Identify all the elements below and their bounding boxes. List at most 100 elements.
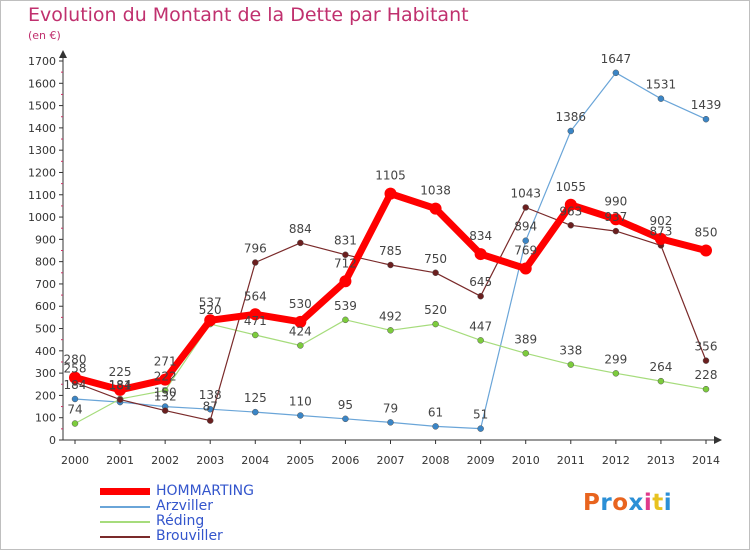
data-point-hommarting xyxy=(474,248,487,261)
data-point-brouviller xyxy=(567,222,575,229)
data-label-arzviller: 51 xyxy=(473,408,488,422)
x-axis-arrow xyxy=(714,436,722,444)
data-label-hommarting: 280 xyxy=(64,353,87,367)
data-point-brouviller xyxy=(206,417,214,424)
legend-label: Brouviller xyxy=(156,528,223,544)
data-point-hommarting xyxy=(700,244,712,257)
data-point-hommarting xyxy=(384,187,397,200)
x-tick-label: 2008 xyxy=(422,454,450,467)
logo-letter: r xyxy=(600,490,613,516)
data-label-brouviller: 831 xyxy=(334,234,357,248)
y-tick-label: 300 xyxy=(35,367,56,380)
data-point-hommarting xyxy=(429,202,442,215)
y-tick-label: 1000 xyxy=(28,211,56,224)
data-point-arzviller xyxy=(297,412,304,419)
data-label-arzviller: 1386 xyxy=(556,110,587,124)
data-label-brouviller: 796 xyxy=(244,242,267,256)
legend-label: HOMMARTING xyxy=(156,483,254,499)
data-label-reding: 222 xyxy=(154,370,177,384)
logo-letter: o xyxy=(612,490,629,516)
y-tick-label: 1200 xyxy=(28,166,56,179)
data-point-hommarting xyxy=(249,308,262,321)
data-label-hommarting: 834 xyxy=(469,229,492,243)
y-tick-label: 100 xyxy=(35,412,56,425)
data-point-reding xyxy=(702,385,710,393)
data-point-brouviller xyxy=(161,407,169,414)
data-point-reding xyxy=(477,337,484,344)
data-label-brouviller: 963 xyxy=(559,204,582,218)
legend-swatch xyxy=(100,536,150,538)
data-label-reding: 424 xyxy=(289,324,312,338)
logo-letter: x xyxy=(628,490,644,516)
x-tick-label: 2003 xyxy=(196,454,224,467)
data-point-brouviller xyxy=(387,261,394,269)
data-point-arzviller xyxy=(567,127,575,135)
x-tick-label: 2007 xyxy=(377,454,405,467)
y-tick-label: 900 xyxy=(35,233,56,246)
y-tick-label: 800 xyxy=(35,256,56,269)
logo-letter: t xyxy=(652,490,664,516)
y-tick-label: 1400 xyxy=(28,122,56,135)
data-label-reding: 471 xyxy=(244,314,267,328)
data-label-brouviller: 884 xyxy=(289,222,312,236)
data-point-hommarting xyxy=(564,198,577,211)
logo-letter: P xyxy=(583,490,601,516)
data-point-brouviller xyxy=(702,357,710,364)
y-tick-label: 600 xyxy=(35,300,56,313)
data-label-arzviller: 1647 xyxy=(601,52,632,66)
data-label-arzviller: 184 xyxy=(64,378,87,392)
data-label-hommarting: 769 xyxy=(514,244,537,258)
data-point-hommarting xyxy=(654,232,667,245)
data-label-hommarting: 530 xyxy=(289,297,312,311)
chart-title: Evolution du Montant de la Dette par Hab… xyxy=(28,4,469,26)
y-tick-label: 1500 xyxy=(28,100,56,113)
data-label-reding: 539 xyxy=(334,299,357,313)
x-tick-label: 2006 xyxy=(331,454,359,467)
data-label-arzviller: 150 xyxy=(154,386,177,400)
data-label-hommarting: 1055 xyxy=(556,180,587,194)
data-point-arzviller xyxy=(657,95,665,102)
data-label-hommarting: 712 xyxy=(334,256,357,270)
data-label-brouviller: 356 xyxy=(695,340,718,354)
data-point-arzviller xyxy=(71,395,79,403)
data-label-arzviller: 110 xyxy=(289,394,312,408)
data-label-reding: 299 xyxy=(604,352,627,366)
data-label-brouviller: 87 xyxy=(203,400,218,414)
y-tick-label: 1300 xyxy=(28,144,56,157)
data-label-reding: 520 xyxy=(199,303,222,317)
data-point-hommarting xyxy=(204,314,217,327)
data-point-brouviller xyxy=(116,396,124,403)
data-point-arzviller xyxy=(702,115,710,123)
data-point-brouviller xyxy=(342,251,349,258)
y-tick-label: 200 xyxy=(35,389,56,402)
data-point-hommarting xyxy=(519,262,532,275)
data-point-brouviller xyxy=(432,269,439,277)
data-label-hommarting: 271 xyxy=(154,355,177,369)
legend-swatch xyxy=(100,521,150,523)
y-tick-label: 700 xyxy=(35,278,56,291)
data-label-brouviller: 873 xyxy=(649,224,672,238)
legend-item-hommarting: HOMMARTING xyxy=(100,483,300,499)
x-tick-label: 2011 xyxy=(557,454,585,467)
y-tick-label: 0 xyxy=(49,434,56,447)
data-point-brouviller xyxy=(297,239,304,247)
x-tick-label: 2012 xyxy=(602,454,630,467)
x-tick-label: 2000 xyxy=(61,454,89,467)
data-label-hommarting: 902 xyxy=(649,214,672,228)
data-point-arzviller xyxy=(522,237,529,244)
data-point-arzviller xyxy=(477,425,484,432)
data-label-hommarting: 537 xyxy=(199,295,222,309)
legend-swatch xyxy=(100,506,150,508)
data-point-arzviller xyxy=(612,69,620,77)
data-point-brouviller xyxy=(252,259,259,266)
data-point-reding xyxy=(342,316,349,324)
data-point-reding xyxy=(297,342,304,349)
data-point-hommarting xyxy=(69,371,81,384)
data-point-arzviller xyxy=(432,423,439,430)
data-label-brouviller: 132 xyxy=(154,390,177,404)
data-point-hommarting xyxy=(159,373,172,386)
data-label-reding: 447 xyxy=(469,319,492,333)
x-tick-label: 2005 xyxy=(286,454,314,467)
data-label-hommarting: 564 xyxy=(244,289,267,303)
